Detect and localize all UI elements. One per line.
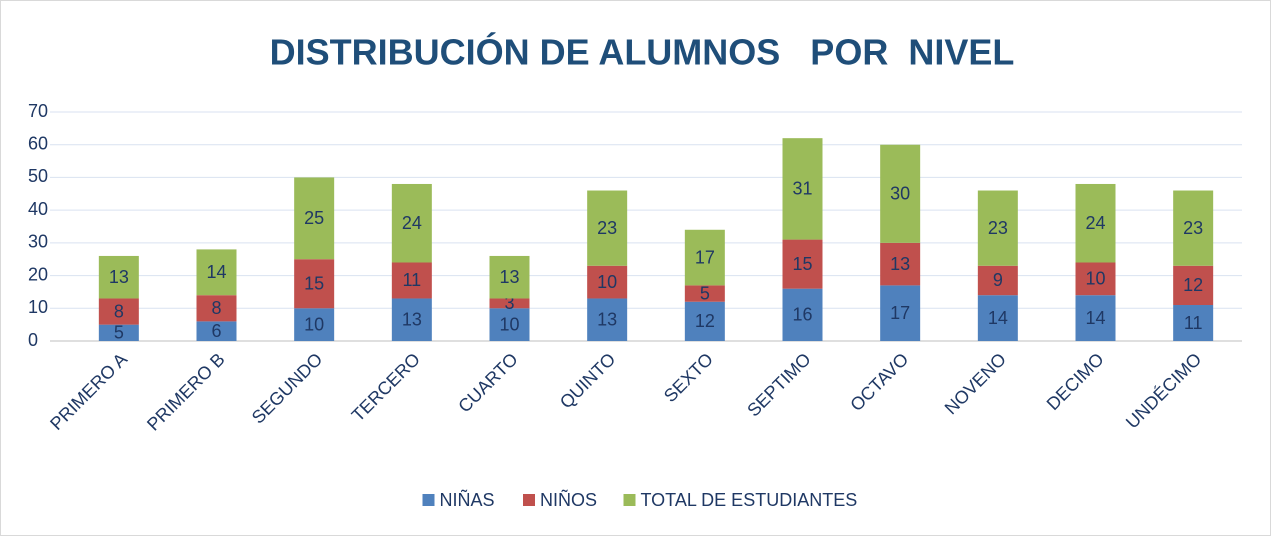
bar-segment bbox=[684, 301, 725, 341]
y-tick-label: 60 bbox=[28, 133, 48, 153]
bar-segment bbox=[880, 285, 921, 341]
data-label: 10 bbox=[1085, 269, 1105, 289]
bar-segment bbox=[294, 259, 335, 309]
bar-segment bbox=[587, 298, 628, 341]
bar-segment bbox=[977, 265, 1018, 296]
legend-swatch bbox=[523, 494, 535, 506]
bar-segment bbox=[684, 229, 725, 286]
data-label: 13 bbox=[499, 267, 519, 287]
data-label: 24 bbox=[402, 213, 422, 233]
bar-segment bbox=[977, 295, 1018, 341]
bar-segment bbox=[1075, 262, 1116, 296]
bar-segment bbox=[489, 298, 530, 309]
legend-swatch bbox=[422, 494, 435, 506]
data-label: 15 bbox=[304, 274, 324, 294]
data-label: 17 bbox=[695, 247, 715, 267]
chart-title: DISTRIBUCIÓN DE ALUMNOS POR NIVEL bbox=[270, 31, 1015, 73]
bar-segment bbox=[391, 183, 432, 263]
bar-segment bbox=[196, 295, 237, 322]
data-label: 11 bbox=[1184, 313, 1203, 333]
data-label: 14 bbox=[1085, 308, 1105, 328]
data-label: 31 bbox=[792, 179, 812, 199]
data-label: 23 bbox=[1183, 218, 1203, 238]
data-label: 13 bbox=[890, 254, 910, 274]
bar-segment bbox=[489, 255, 530, 299]
bar-segment bbox=[977, 190, 1018, 266]
bar-segment bbox=[98, 324, 139, 341]
y-tick-label: 0 bbox=[28, 330, 38, 350]
data-label: 30 bbox=[890, 184, 910, 204]
bar-segment bbox=[98, 255, 139, 299]
data-label: 14 bbox=[988, 308, 1008, 328]
data-label: 13 bbox=[109, 267, 129, 287]
y-tick-label: 50 bbox=[28, 166, 48, 186]
legend-label: NIÑOS bbox=[540, 489, 597, 510]
data-label: 5 bbox=[114, 323, 124, 343]
bar-segment bbox=[391, 262, 432, 299]
data-label: 10 bbox=[597, 272, 617, 292]
data-label: 15 bbox=[792, 254, 812, 274]
legend-label: TOTAL DE ESTUDIANTES bbox=[641, 490, 858, 510]
bar-segment bbox=[587, 190, 628, 266]
data-label: 17 bbox=[890, 303, 910, 323]
data-label: 10 bbox=[499, 314, 519, 334]
bar-segment bbox=[684, 285, 725, 302]
bar-segment bbox=[880, 144, 921, 243]
data-label: 8 bbox=[114, 301, 124, 321]
bar-segment bbox=[1173, 265, 1214, 306]
bar-segment bbox=[489, 308, 530, 341]
data-label: 3 bbox=[504, 293, 514, 313]
data-label: 12 bbox=[1183, 275, 1203, 295]
data-label: 6 bbox=[211, 321, 221, 341]
data-label: 23 bbox=[988, 218, 1008, 238]
data-label: 8 bbox=[211, 298, 221, 318]
bar-segment bbox=[1075, 295, 1116, 341]
bar-segment bbox=[782, 239, 823, 289]
data-label: 24 bbox=[1085, 213, 1105, 233]
bar-segment bbox=[587, 265, 628, 299]
y-tick-label: 10 bbox=[28, 297, 48, 317]
bar-segment bbox=[1173, 305, 1214, 341]
bar-segment bbox=[880, 242, 921, 286]
data-label: 14 bbox=[206, 262, 226, 282]
bar-segment bbox=[98, 298, 139, 325]
y-tick-label: 40 bbox=[28, 199, 48, 219]
legend-label: NIÑAS bbox=[440, 489, 495, 510]
bar-segment bbox=[294, 177, 335, 260]
bar-segment bbox=[782, 288, 823, 341]
data-label: 13 bbox=[597, 309, 617, 329]
data-label: 11 bbox=[402, 270, 421, 290]
bar-segment bbox=[196, 249, 237, 296]
bar-segment bbox=[196, 321, 237, 341]
data-label: 9 bbox=[993, 270, 1003, 290]
legend-swatch bbox=[623, 494, 636, 506]
y-tick-label: 20 bbox=[28, 264, 48, 284]
data-label: 5 bbox=[700, 283, 710, 303]
bar-segment bbox=[294, 308, 335, 341]
data-label: 13 bbox=[402, 309, 422, 329]
y-tick-label: 70 bbox=[28, 101, 48, 121]
bar-segment bbox=[1075, 183, 1116, 263]
bar-segment bbox=[782, 138, 823, 240]
data-label: 16 bbox=[792, 305, 812, 325]
data-label: 12 bbox=[695, 311, 715, 331]
data-label: 23 bbox=[597, 218, 617, 238]
data-label: 25 bbox=[304, 208, 324, 228]
bar-segment bbox=[391, 298, 432, 341]
y-tick-label: 30 bbox=[28, 232, 48, 252]
data-label: 10 bbox=[304, 314, 324, 334]
bar-segment bbox=[1173, 190, 1214, 266]
